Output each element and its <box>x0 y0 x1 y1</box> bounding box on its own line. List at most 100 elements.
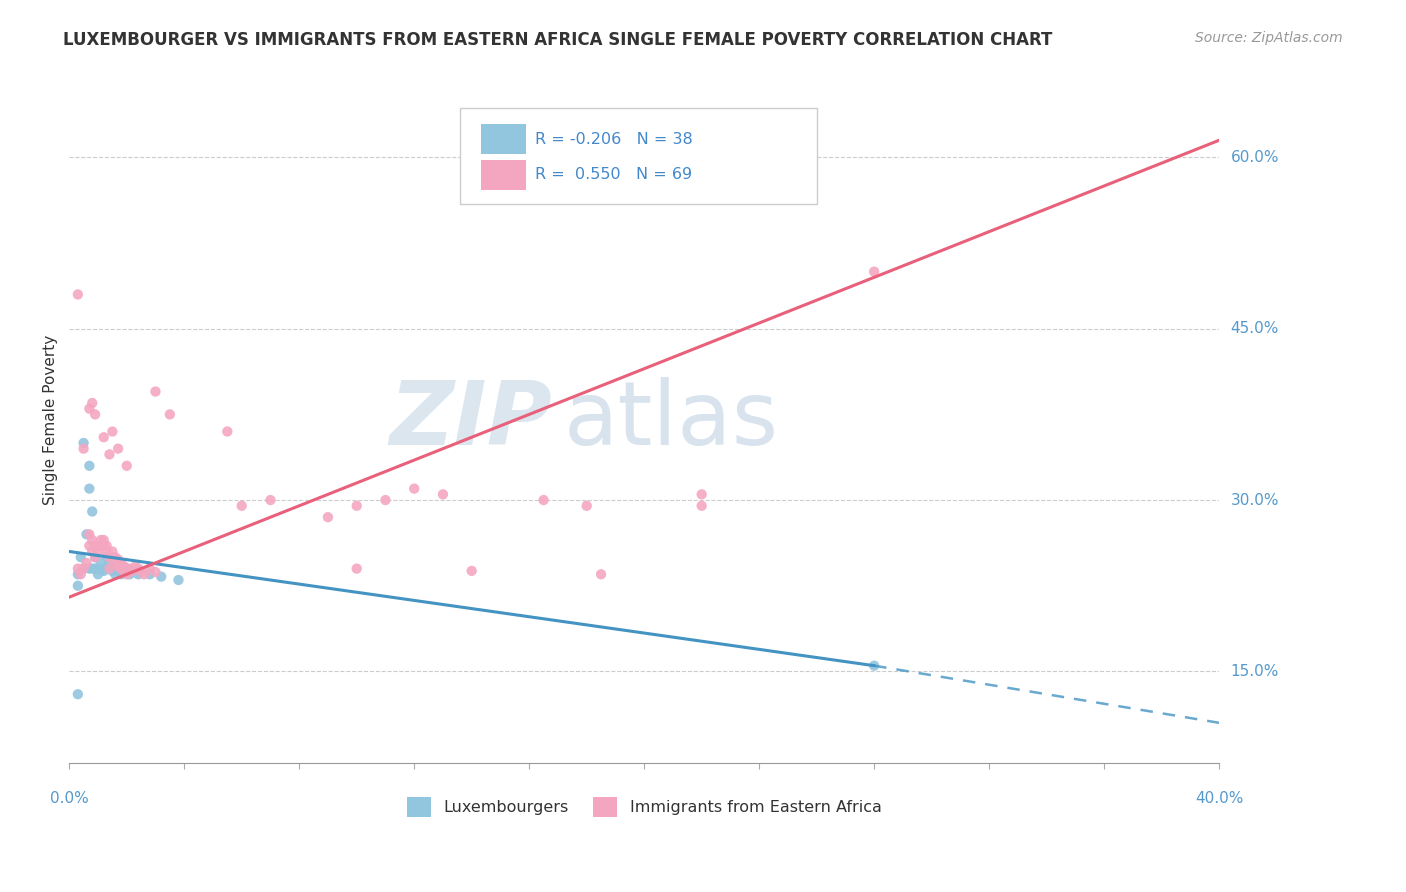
Point <box>110 567 132 582</box>
Legend: Luxembourgers, Immigrants from Eastern Africa: Luxembourgers, Immigrants from Eastern A… <box>401 791 887 823</box>
Point <box>259 493 281 508</box>
FancyBboxPatch shape <box>481 160 526 190</box>
Text: Source: ZipAtlas.com: Source: ZipAtlas.com <box>1195 31 1343 45</box>
Point <box>69 550 91 565</box>
Point <box>101 550 124 565</box>
Point <box>110 564 132 578</box>
Point <box>93 533 115 547</box>
Point <box>79 527 101 541</box>
Point <box>121 564 143 578</box>
Point <box>82 504 104 518</box>
Point <box>98 550 121 565</box>
Point <box>90 556 112 570</box>
Point <box>104 556 127 570</box>
Point <box>82 533 104 547</box>
FancyBboxPatch shape <box>460 108 817 204</box>
Point <box>138 567 160 582</box>
Point <box>98 556 121 570</box>
Text: 45.0%: 45.0% <box>1230 321 1279 336</box>
Point <box>66 579 89 593</box>
Point <box>84 550 107 565</box>
Point <box>98 561 121 575</box>
Point <box>167 573 190 587</box>
Point <box>82 544 104 558</box>
Point <box>79 482 101 496</box>
Point <box>145 565 167 579</box>
Point <box>107 561 129 575</box>
Point <box>107 552 129 566</box>
Point <box>101 544 124 558</box>
Point <box>404 482 426 496</box>
Point <box>115 458 138 473</box>
Point <box>101 561 124 575</box>
Text: R =  0.550   N = 69: R = 0.550 N = 69 <box>534 168 692 182</box>
Point <box>66 687 89 701</box>
Text: LUXEMBOURGER VS IMMIGRANTS FROM EASTERN AFRICA SINGLE FEMALE POVERTY CORRELATION: LUXEMBOURGER VS IMMIGRANTS FROM EASTERN … <box>63 31 1053 49</box>
Text: R = -0.206   N = 38: R = -0.206 N = 38 <box>534 132 693 146</box>
Point <box>96 561 118 575</box>
Point <box>79 458 101 473</box>
Point <box>79 539 101 553</box>
Text: 15.0%: 15.0% <box>1230 664 1279 679</box>
Text: atlas: atlas <box>564 376 779 464</box>
Point <box>346 561 368 575</box>
Point <box>129 564 152 578</box>
Point <box>460 564 482 578</box>
Point <box>84 550 107 565</box>
Point <box>690 499 713 513</box>
Point <box>115 561 138 575</box>
Point <box>231 499 253 513</box>
Text: 0.0%: 0.0% <box>49 791 89 806</box>
Point <box>72 442 94 456</box>
Point <box>118 567 141 582</box>
Point <box>72 561 94 575</box>
Point <box>72 561 94 575</box>
Point <box>76 556 98 570</box>
Point <box>316 510 339 524</box>
Point <box>115 567 138 582</box>
Point <box>132 567 155 582</box>
Point <box>96 550 118 565</box>
Y-axis label: Single Female Poverty: Single Female Poverty <box>44 335 58 505</box>
Point <box>118 561 141 575</box>
Point <box>575 499 598 513</box>
Point <box>93 539 115 553</box>
Point <box>93 564 115 578</box>
Point <box>98 447 121 461</box>
Point <box>66 567 89 582</box>
Point <box>87 567 110 582</box>
Text: 60.0%: 60.0% <box>1230 150 1279 165</box>
Point <box>127 561 149 575</box>
Point <box>79 401 101 416</box>
Point <box>127 567 149 582</box>
Point <box>533 493 555 508</box>
Point <box>121 564 143 578</box>
Point <box>374 493 396 508</box>
Point <box>76 527 98 541</box>
Point <box>150 569 173 583</box>
Point <box>112 561 135 575</box>
Point <box>863 265 886 279</box>
Point <box>96 539 118 553</box>
Point <box>93 561 115 575</box>
Point <box>217 425 239 439</box>
Point <box>104 550 127 565</box>
FancyBboxPatch shape <box>481 124 526 154</box>
Point <box>138 561 160 575</box>
Point <box>93 430 115 444</box>
Point <box>87 544 110 558</box>
Point <box>145 384 167 399</box>
Point <box>432 487 454 501</box>
Point <box>589 567 612 582</box>
Point <box>84 408 107 422</box>
Point <box>82 561 104 575</box>
Point <box>84 539 107 553</box>
Point <box>101 564 124 578</box>
Text: 40.0%: 40.0% <box>1195 791 1243 806</box>
Point <box>87 561 110 575</box>
Point <box>104 559 127 574</box>
Point <box>112 564 135 578</box>
Point <box>107 442 129 456</box>
Point <box>90 539 112 553</box>
Point <box>110 556 132 570</box>
